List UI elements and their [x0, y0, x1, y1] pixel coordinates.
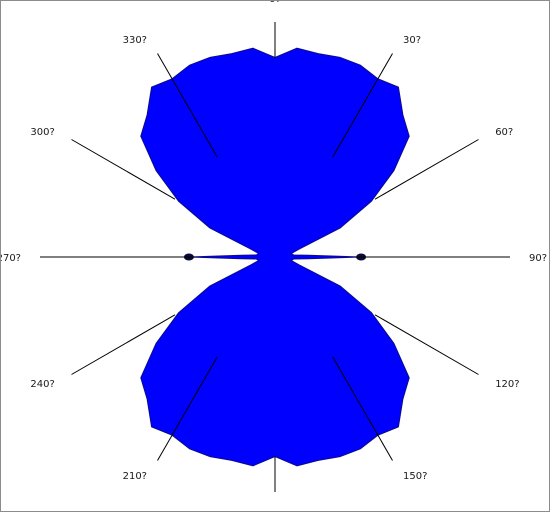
tick-label-270: 270?: [1, 253, 21, 264]
spoke-30: [332, 53, 393, 158]
tick-label-240: 240?: [30, 379, 54, 390]
tick-label-330: 330?: [123, 35, 147, 46]
tick-label-0: 0?: [269, 1, 281, 5]
spoke-300: [71, 139, 176, 200]
tick-label-60: 60?: [495, 127, 513, 138]
tick-label-120: 120?: [495, 379, 519, 390]
tick-label-300: 300?: [30, 127, 54, 138]
tick-label-210: 210?: [123, 471, 147, 482]
spoke-330: [157, 53, 218, 158]
spoke-120: [374, 314, 479, 375]
spoke-60: [374, 139, 479, 200]
spoke-240: [71, 314, 176, 375]
angular-spokes: [40, 22, 510, 492]
tick-label-30: 30?: [403, 35, 421, 46]
tick-label-90: 90?: [529, 253, 547, 264]
tick-label-150: 150?: [403, 471, 427, 482]
spoke-150: [332, 356, 393, 461]
spoke-210: [157, 356, 218, 461]
